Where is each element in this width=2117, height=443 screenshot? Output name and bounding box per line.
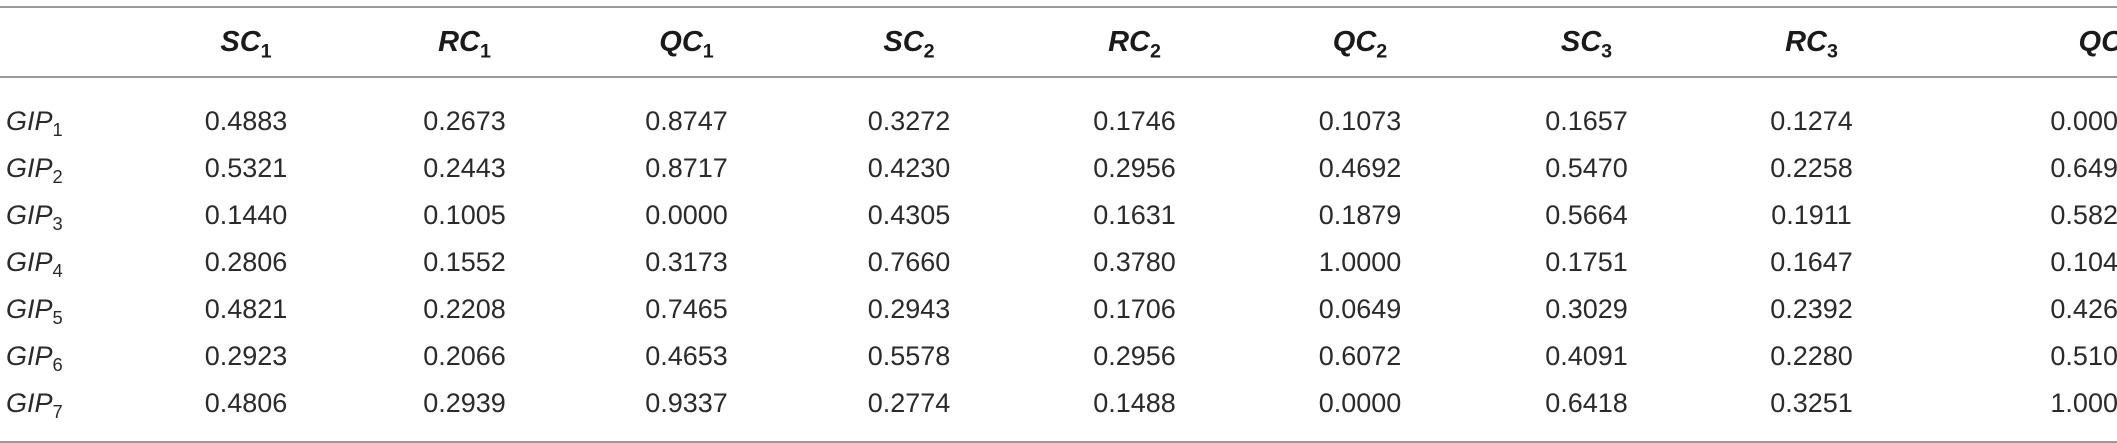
row-header-cell: GIP5 bbox=[6, 294, 63, 328]
column-header: RC2 bbox=[1108, 25, 1161, 62]
header-corner-cell bbox=[0, 7, 140, 77]
table-cell: 0.3780 bbox=[1093, 247, 1176, 277]
table-cell: 0.1488 bbox=[1093, 388, 1176, 418]
table-cell: 0.2939 bbox=[423, 388, 506, 418]
table-cell: 0.4230 bbox=[867, 153, 951, 183]
table-cell: 0.4883 bbox=[204, 106, 288, 136]
table-cell: 0.1879 bbox=[1318, 200, 1402, 230]
table-cell: 0.1552 bbox=[423, 247, 506, 277]
table-cell: 0.8747 bbox=[645, 106, 728, 136]
table-cell: 0.8717 bbox=[645, 153, 728, 183]
table-cell: 0.2673 bbox=[423, 106, 506, 136]
table-cell: 0.3029 bbox=[1545, 294, 1628, 324]
table-row: GIP3 0.1440 0.1005 0.0000 0.4305 0.1631 0.1879… bbox=[0, 192, 2117, 239]
table-cell: 0.7465 bbox=[645, 294, 728, 324]
column-header: SC2 bbox=[883, 25, 935, 62]
table-cell: 0.5321 bbox=[204, 153, 288, 183]
table-row: GIP5 0.4821 0.2208 0.7465 0.2943 0.1706 0.0649… bbox=[0, 286, 2117, 333]
table-cell: 0.1706 bbox=[1093, 294, 1176, 324]
table-cell: 0.1647 bbox=[1770, 247, 1853, 277]
table-cell: 0.3173 bbox=[645, 247, 728, 277]
table-cell: 0.0000 bbox=[1318, 388, 1402, 418]
table-cell: 0.4305 bbox=[867, 200, 951, 230]
table-cell: 0.0649 bbox=[1318, 294, 1402, 324]
table-header-row: SC1 RC1 QC1 SC2 RC2 QC2 SC3 RC3 QC3 bbox=[0, 7, 2117, 77]
table-cell: 0.6494 bbox=[2050, 153, 2117, 183]
column-header: QC2 bbox=[1332, 25, 1388, 62]
table-cell: 0.1751 bbox=[1545, 247, 1628, 277]
column-header: RC3 bbox=[1785, 25, 1838, 62]
table-cell: 0.2066 bbox=[423, 341, 506, 371]
table-row: GIP6 0.2923 0.2066 0.4653 0.5578 0.2956 0.6072… bbox=[0, 333, 2117, 380]
table-cell: 0.2806 bbox=[204, 247, 288, 277]
table-cell: 0.3272 bbox=[867, 106, 951, 136]
column-header: SC3 bbox=[1560, 25, 1613, 62]
table-row: GIP2 0.5321 0.2443 0.8717 0.4230 0.2956 0.4692… bbox=[0, 145, 2117, 192]
row-header-cell: GIP6 bbox=[6, 341, 63, 375]
table-cell: 0.2443 bbox=[423, 153, 506, 183]
table-cell: 0.4806 bbox=[204, 388, 288, 418]
table-cell: 0.1274 bbox=[1770, 106, 1853, 136]
table-cell: 0.4653 bbox=[645, 341, 728, 371]
table-row: GIP7 0.4806 0.2939 0.9337 0.2774 0.1488 0.0000… bbox=[0, 380, 2117, 442]
table-cell: 0.6418 bbox=[1545, 388, 1628, 418]
table-body: GIP1 0.4883 0.2673 0.8747 0.3272 0.1746 0.1073… bbox=[0, 77, 2117, 442]
table-cell: 0.5664 bbox=[1545, 200, 1628, 230]
table-cell: 0.2923 bbox=[204, 341, 288, 371]
table-cell: 0.5470 bbox=[1545, 153, 1628, 183]
table-cell: 0.2956 bbox=[1093, 341, 1176, 371]
table-cell: 0.4821 bbox=[204, 294, 288, 324]
table-cell: 0.5820 bbox=[2050, 200, 2117, 230]
table-row: GIP1 0.4883 0.2673 0.8747 0.3272 0.1746 0.1073… bbox=[0, 77, 2117, 145]
row-header-cell: GIP2 bbox=[6, 153, 63, 187]
table-cell: 0.2258 bbox=[1770, 153, 1853, 183]
table-cell: 0.7660 bbox=[867, 247, 951, 277]
table-row: GIP4 0.2806 0.1552 0.3173 0.7660 0.3780 1.0000… bbox=[0, 239, 2117, 286]
column-header: QC3 bbox=[2078, 25, 2117, 58]
table-cell: 0.4269 bbox=[2050, 294, 2117, 324]
column-header: QC1 bbox=[659, 25, 714, 62]
table-cell: 0.2943 bbox=[867, 294, 951, 324]
table-cell: 0.0000 bbox=[645, 200, 728, 230]
table-cell: 0.1631 bbox=[1093, 200, 1176, 230]
table-cell: 0.2208 bbox=[423, 294, 506, 324]
table-cell: 0.1073 bbox=[1318, 106, 1402, 136]
table-cell: 0.5101 bbox=[2050, 341, 2117, 371]
table-cell: 0.0000 bbox=[2050, 106, 2117, 136]
table-cell: 1.0000 bbox=[1318, 247, 1402, 277]
table-cell: 0.2392 bbox=[1770, 294, 1853, 324]
table-cell: 0.1746 bbox=[1093, 106, 1176, 136]
table-cell: 0.4692 bbox=[1318, 153, 1402, 183]
row-header-cell: GIP7 bbox=[6, 388, 63, 422]
data-table: SC1 RC1 QC1 SC2 RC2 QC2 SC3 RC3 QC3 GIP1… bbox=[0, 6, 2117, 443]
table-cell: 0.2956 bbox=[1093, 153, 1176, 183]
table-cell: 0.2280 bbox=[1770, 341, 1853, 371]
row-header-cell: GIP4 bbox=[6, 247, 63, 281]
table-cell: 0.9337 bbox=[645, 388, 728, 418]
table-cell: 0.6072 bbox=[1318, 341, 1402, 371]
row-header-cell: GIP3 bbox=[6, 200, 63, 234]
table-cell: 0.1440 bbox=[204, 200, 288, 230]
table-cell: 0.1911 bbox=[1771, 200, 1852, 230]
table-cell: 0.2774 bbox=[867, 388, 951, 418]
column-header: SC1 bbox=[220, 25, 272, 62]
table-cell: 0.1657 bbox=[1545, 106, 1628, 136]
table-cell: 0.4091 bbox=[1545, 341, 1628, 371]
table-cell: 0.1042 bbox=[2050, 247, 2117, 277]
table-cell: 0.3251 bbox=[1770, 388, 1853, 418]
table-cell: 1.0000 bbox=[2050, 388, 2117, 418]
table-cell: 0.5578 bbox=[867, 341, 951, 371]
row-header-cell: GIP1 bbox=[6, 106, 63, 140]
column-header: RC1 bbox=[438, 25, 491, 62]
table-cell: 0.1005 bbox=[423, 200, 506, 230]
